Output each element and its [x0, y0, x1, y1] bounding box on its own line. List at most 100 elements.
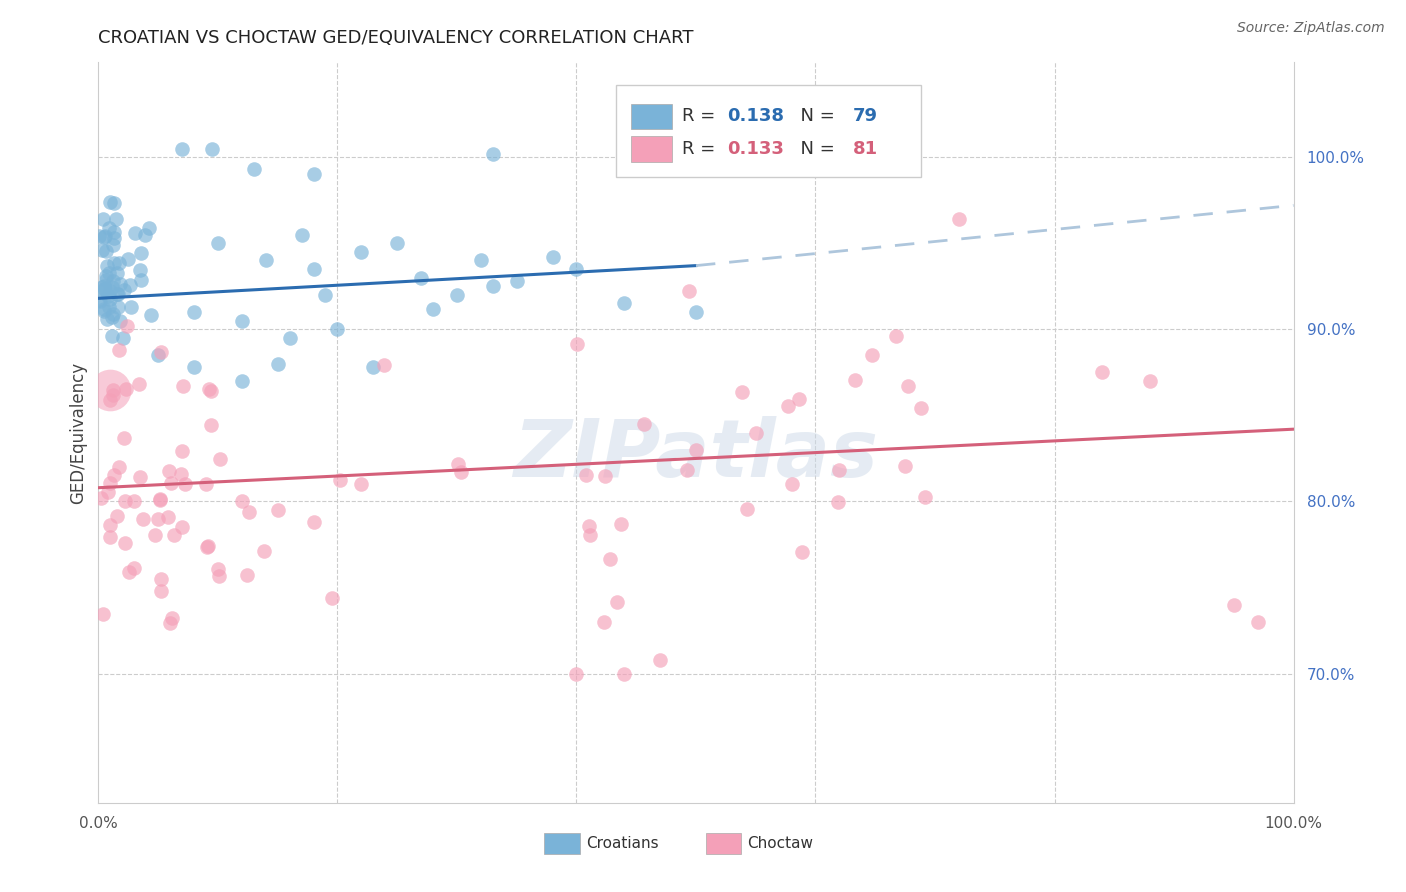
Point [101, 384, 124, 398]
Point [231, 314, 253, 328]
Point [541, 250, 564, 264]
Point [115, 319, 138, 334]
Point [98, 221, 121, 235]
Point [183, 305, 205, 319]
Text: Croatians: Croatians [586, 836, 658, 851]
Point [103, 231, 125, 245]
Point [98, 530, 121, 544]
Point [91, 607, 114, 621]
Point [914, 491, 936, 505]
Point [198, 382, 221, 396]
Point [94, 269, 117, 284]
Point [115, 382, 138, 396]
Point [114, 494, 136, 508]
Point [114, 535, 136, 549]
Point [278, 331, 301, 345]
FancyBboxPatch shape [706, 833, 741, 854]
Point [103, 255, 125, 269]
Point [98, 194, 121, 209]
Point [172, 443, 194, 458]
Point [321, 591, 343, 606]
Point [776, 399, 799, 413]
Point [302, 515, 325, 529]
Point [678, 284, 700, 298]
Text: R =: R = [682, 140, 721, 158]
Point [208, 451, 231, 466]
Point [373, 359, 395, 373]
Point [93, 279, 115, 293]
Point [107, 300, 129, 314]
Point [163, 528, 186, 542]
Point [149, 583, 172, 598]
Point [91, 244, 114, 258]
Point [735, 501, 758, 516]
Point [101, 307, 124, 321]
Text: 0.138: 0.138 [727, 108, 785, 126]
Point [129, 469, 152, 483]
Point [112, 283, 135, 297]
Point [315, 288, 337, 302]
Point [780, 477, 803, 491]
Point [118, 277, 141, 292]
Point [157, 464, 180, 478]
Point [593, 615, 616, 629]
Point [446, 288, 468, 302]
Point [96, 311, 118, 326]
Point [350, 244, 373, 259]
Point [90, 279, 112, 293]
Point [481, 146, 505, 161]
Point [172, 520, 194, 534]
Text: 81: 81 [852, 140, 877, 158]
Point [150, 344, 173, 359]
Point [1223, 598, 1246, 612]
Point [231, 374, 253, 388]
Point [613, 296, 636, 310]
Point [329, 473, 352, 487]
Point [302, 167, 325, 181]
Point [103, 196, 125, 211]
Text: Source: ZipAtlas.com: Source: ZipAtlas.com [1237, 21, 1385, 35]
Point [150, 573, 173, 587]
Point [350, 477, 373, 491]
Point [169, 467, 191, 481]
FancyBboxPatch shape [631, 103, 672, 129]
Point [105, 509, 128, 524]
Point [98, 517, 121, 532]
Point [105, 267, 128, 281]
Point [195, 540, 218, 554]
Point [565, 262, 588, 277]
Point [481, 279, 505, 293]
Point [207, 562, 229, 576]
Point [676, 463, 699, 477]
Point [128, 262, 150, 277]
Point [291, 227, 314, 242]
Point [579, 528, 602, 542]
Point [141, 308, 163, 322]
Point [124, 494, 146, 508]
Point [94, 229, 117, 244]
Text: N =: N = [789, 140, 841, 158]
Point [98, 383, 122, 397]
Point [94, 282, 117, 296]
Point [575, 467, 598, 482]
Text: 79: 79 [852, 108, 877, 126]
Point [108, 277, 131, 292]
Point [633, 417, 655, 431]
Point [160, 610, 183, 624]
Point [200, 384, 222, 398]
Point [593, 469, 616, 483]
Point [94, 244, 117, 258]
Point [363, 360, 385, 375]
Text: N =: N = [789, 108, 841, 126]
Point [111, 331, 134, 345]
Point [93, 301, 115, 316]
Point [108, 459, 131, 474]
Point [599, 552, 621, 566]
FancyBboxPatch shape [616, 85, 921, 178]
Point [1139, 374, 1161, 388]
Point [1247, 615, 1270, 629]
Point [197, 539, 219, 553]
Point [897, 379, 920, 393]
Point [267, 503, 290, 517]
Point [827, 495, 849, 509]
